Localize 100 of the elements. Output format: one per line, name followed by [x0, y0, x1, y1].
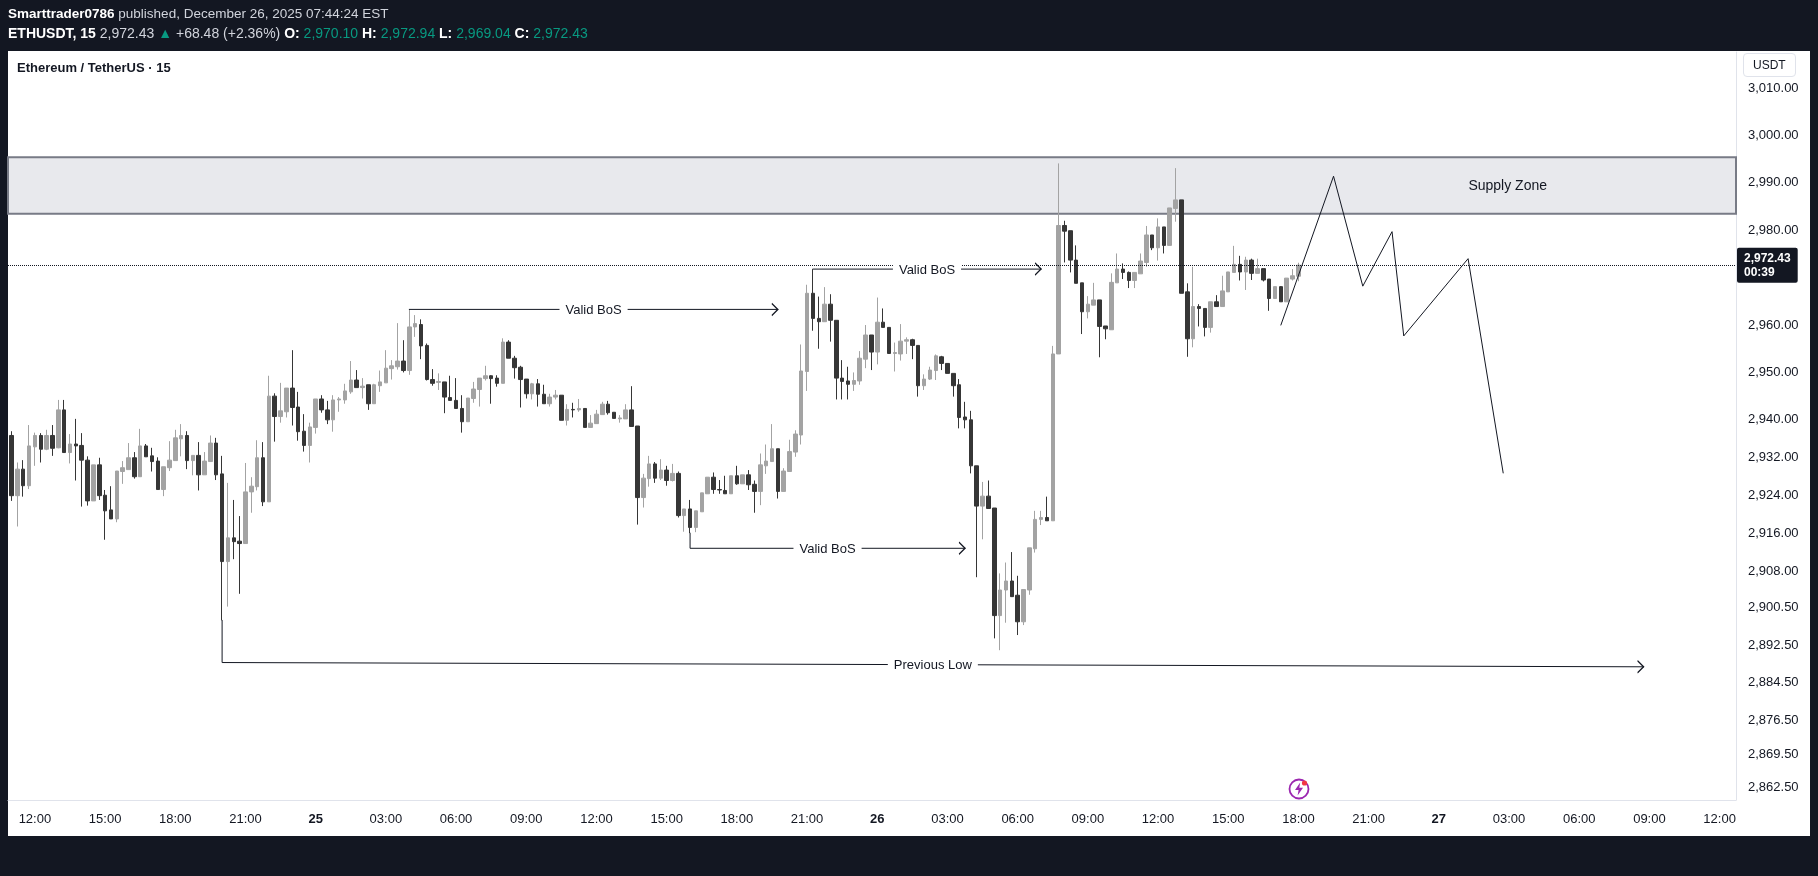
candlestick [360, 377, 365, 400]
x-tick-label: 21:00 [1352, 811, 1385, 826]
x-tick-label: 03:00 [931, 811, 964, 826]
candlestick [460, 394, 464, 434]
candlestick [39, 432, 43, 463]
candlestick [272, 392, 277, 443]
candlestick [1279, 285, 1283, 303]
y-tick-label: 2,900.50 [1748, 598, 1799, 614]
candlestick [881, 307, 885, 328]
y-tick-label: 2,916.00 [1748, 525, 1799, 541]
candlestick [150, 447, 154, 473]
candlestick [887, 326, 891, 354]
candlestick [1156, 217, 1160, 262]
candlestick [670, 463, 675, 482]
candlestick [489, 374, 493, 405]
candlestick [331, 394, 335, 433]
candlestick [980, 481, 985, 540]
candlestick [846, 366, 850, 400]
candlestick [963, 401, 967, 429]
x-tick-label: 21:00 [790, 811, 824, 826]
candlestick [220, 455, 224, 621]
candlestick [495, 374, 499, 388]
x-tick-label: 03:00 [1492, 811, 1526, 826]
series-label: Valid BoS [898, 261, 956, 277]
candlestick [44, 429, 49, 451]
x-tick-label: 12:00 [18, 811, 52, 826]
text: Ethereum / TetherUS · 15 [17, 60, 171, 75]
candlestick [1191, 266, 1195, 348]
candlestick [91, 464, 96, 502]
series-label: Previous Low [893, 657, 973, 673]
candlestick [302, 413, 306, 453]
x-tick-label: 06:00 [1001, 811, 1034, 826]
candlestick [577, 398, 581, 413]
y-tick-label: 2,869.50 [1748, 745, 1799, 761]
text: ETHUSDT, 15 [8, 25, 96, 41]
x-tick-label: 06:00 [1562, 811, 1596, 826]
candlestick [401, 339, 406, 373]
y-tick-label: 2,980.00 [1748, 221, 1799, 237]
x-tick-label: 25 [308, 811, 323, 826]
y-tick-label: 2,892.50 [1748, 636, 1799, 652]
x-tick-label: 18:00 [1282, 811, 1315, 826]
candlestick [1039, 510, 1043, 526]
y-tick-label: 2,932.00 [1748, 449, 1799, 465]
candlestick [805, 284, 809, 392]
candlestick [62, 399, 66, 454]
candlestick [21, 459, 25, 498]
x-tick-label: 12:00 [580, 811, 613, 826]
candlestick [1214, 294, 1219, 308]
series-label: Valid BoS [565, 301, 622, 317]
candlestick [419, 318, 423, 360]
candlestick [50, 424, 55, 457]
y-tick-label: 2,862.50 [1748, 778, 1799, 794]
x-tick-label: 12:00 [1141, 811, 1175, 826]
x-tick-label: 15:00 [88, 811, 122, 826]
candlestick [1208, 301, 1213, 334]
candlestick [729, 475, 733, 495]
candlestick [138, 428, 142, 478]
candlestick [1197, 303, 1201, 327]
text: 2,972.43 ▲ +68.48 (+2.36%) [99, 25, 281, 41]
candlestick [226, 482, 230, 608]
x-tick-label: 09:00 [1633, 811, 1666, 826]
candlestick [1080, 282, 1084, 335]
candlestick [688, 499, 692, 534]
y-tick-label: 3,010.00 [1748, 79, 1799, 95]
x-tick-label: 12:00 [1703, 811, 1736, 826]
candlestick [922, 373, 926, 391]
candlestick [366, 384, 371, 411]
candlestick [770, 423, 774, 463]
candlestick [869, 334, 874, 371]
y-tick-label: 2,876.50 [1748, 712, 1799, 728]
candlestick [349, 360, 353, 395]
ref-line-label: 2,972.43 00:39 [1744, 251, 1792, 280]
x-tick-label: 18:00 [159, 811, 192, 826]
x-tick-label: 18:00 [720, 811, 754, 826]
candlestick [1121, 262, 1125, 280]
candlestick [378, 370, 382, 393]
candlestick [1255, 258, 1260, 274]
candlestick [9, 430, 14, 502]
x-tick-label: 06:00 [439, 811, 473, 826]
candlestick [56, 399, 61, 449]
candlestick [156, 456, 160, 491]
x-tick-label: 26 [870, 811, 885, 826]
candlestick [811, 268, 815, 332]
candlestick [559, 394, 564, 421]
x-tick-label: 15:00 [1211, 811, 1245, 826]
candlestick [1249, 258, 1254, 281]
candlestick [1127, 270, 1131, 289]
candlestick [454, 377, 458, 409]
y-tick-label: 2,924.00 [1748, 487, 1799, 503]
candlestick [659, 458, 663, 481]
candlestick [735, 465, 739, 486]
candlestick [583, 407, 587, 428]
candlestick [436, 372, 441, 391]
candlestick [1244, 256, 1248, 291]
candlestick [343, 383, 347, 405]
candlestick [109, 485, 113, 520]
y-tick-label: 2,940.00 [1748, 411, 1799, 427]
candlestick [372, 383, 376, 405]
text: O: 2,970.10 H: 2,972.94 L: 2,969.04 C: 2,972.43 [284, 25, 588, 41]
candlestick [337, 396, 341, 413]
